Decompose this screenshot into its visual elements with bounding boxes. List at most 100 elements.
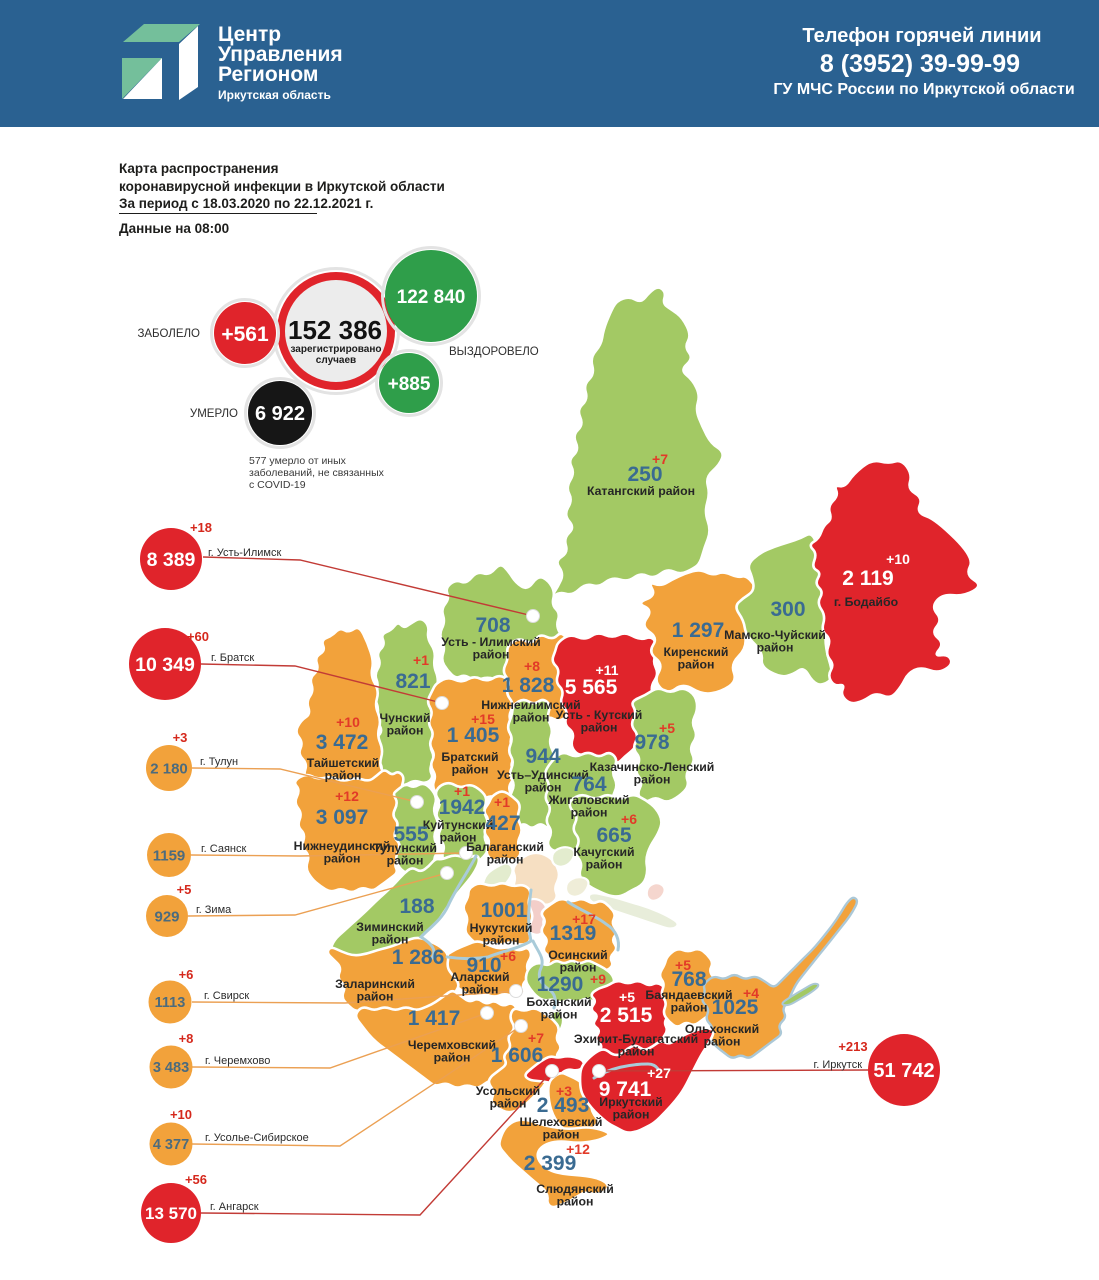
svg-text:г. Усть-Илимск: г. Усть-Илимск bbox=[208, 547, 281, 559]
svg-text:+60: +60 bbox=[187, 629, 209, 644]
svg-text:зарегистрировано: зарегистрировано bbox=[290, 344, 381, 355]
svg-text:1 405: 1 405 bbox=[447, 724, 500, 747]
svg-text:+10: +10 bbox=[170, 1107, 192, 1122]
svg-text:2 399: 2 399 bbox=[524, 1152, 577, 1175]
svg-text:Осинский: Осинский bbox=[548, 948, 608, 962]
svg-text:4 377: 4 377 bbox=[153, 1137, 189, 1153]
svg-text:+561: +561 bbox=[221, 323, 269, 346]
svg-text:район: район bbox=[513, 711, 550, 725]
svg-text:Жигаловский: Жигаловский bbox=[547, 793, 629, 807]
svg-text:ВЫЗДОРОВЕЛО: ВЫЗДОРОВЕЛО bbox=[449, 346, 539, 358]
svg-text:+27: +27 bbox=[647, 1065, 671, 1081]
svg-text:Братский: Братский bbox=[441, 750, 498, 764]
svg-text:Заларинский: Заларинский bbox=[335, 977, 415, 991]
svg-text:1 828: 1 828 bbox=[502, 674, 555, 697]
svg-text:Усть - Илимский: Усть - Илимский bbox=[441, 635, 540, 649]
svg-text:+6: +6 bbox=[621, 811, 637, 827]
svg-text:г. Ангарск: г. Ангарск bbox=[210, 1201, 259, 1213]
svg-text:1290: 1290 bbox=[537, 973, 584, 996]
svg-text:г. Свирск: г. Свирск bbox=[204, 990, 249, 1002]
svg-text:район: район bbox=[543, 1128, 580, 1142]
svg-text:Эхирит-Булагатский: Эхирит-Булагатский bbox=[574, 1032, 698, 1046]
svg-text:район: район bbox=[490, 1097, 527, 1111]
svg-text:Нукутский: Нукутский bbox=[470, 921, 533, 935]
svg-text:1319: 1319 bbox=[550, 922, 597, 945]
svg-text:577 умерло от иных: 577 умерло от иных bbox=[249, 455, 347, 467]
svg-text:665: 665 bbox=[596, 824, 631, 847]
svg-text:район: район bbox=[483, 934, 520, 948]
svg-text:1159: 1159 bbox=[153, 847, 186, 864]
svg-text:2 515: 2 515 bbox=[600, 1004, 653, 1027]
svg-text:Куйтунский: Куйтунский bbox=[423, 818, 494, 832]
svg-text:1113: 1113 bbox=[155, 995, 186, 1011]
svg-text:+6: +6 bbox=[500, 948, 516, 964]
svg-text:Усть–Удинский: Усть–Удинский bbox=[497, 768, 589, 782]
svg-text:10 349: 10 349 bbox=[135, 654, 195, 676]
svg-text:+6: +6 bbox=[179, 967, 194, 982]
svg-text:Баяндаевский: Баяндаевский bbox=[645, 988, 732, 1002]
svg-text:г. Зима: г. Зима bbox=[196, 904, 232, 916]
svg-text:51 742: 51 742 bbox=[873, 1060, 934, 1082]
svg-text:район: район bbox=[387, 724, 424, 738]
svg-text:ГУ МЧС России по Иркутской обл: ГУ МЧС России по Иркутской области bbox=[773, 81, 1074, 98]
svg-text:188: 188 bbox=[399, 895, 434, 918]
svg-text:+5: +5 bbox=[659, 720, 675, 736]
svg-text:+1: +1 bbox=[454, 783, 470, 799]
svg-text:Ольхонский: Ольхонский bbox=[685, 1022, 759, 1036]
svg-text:г. Черемхово: г. Черемхово bbox=[205, 1055, 270, 1067]
svg-text:+10: +10 bbox=[336, 714, 360, 730]
svg-text:г. Саянск: г. Саянск bbox=[201, 843, 246, 855]
svg-text:708: 708 bbox=[475, 614, 510, 637]
svg-text:122 840: 122 840 bbox=[397, 287, 466, 308]
svg-text:район: район bbox=[586, 858, 623, 872]
svg-text:5 565: 5 565 bbox=[565, 676, 618, 699]
svg-text:8 (3952) 39-99-99: 8 (3952) 39-99-99 bbox=[820, 50, 1020, 78]
svg-text:Боханский: Боханский bbox=[526, 995, 591, 1009]
svg-text:1 297: 1 297 bbox=[672, 619, 725, 642]
svg-text:Центр: Центр bbox=[218, 23, 281, 46]
svg-text:+9: +9 bbox=[590, 971, 606, 987]
svg-text:3 472: 3 472 bbox=[316, 731, 369, 754]
svg-text:Телефон горячей линии: Телефон горячей линии bbox=[802, 25, 1041, 47]
svg-text:Качугский: Качугский bbox=[573, 845, 634, 859]
svg-text:768: 768 bbox=[671, 968, 706, 991]
svg-text:район: район bbox=[357, 990, 394, 1004]
svg-text:Усть - Кутский: Усть - Кутский bbox=[556, 708, 643, 722]
svg-text:район: район bbox=[462, 983, 499, 997]
svg-text:764: 764 bbox=[571, 773, 606, 796]
svg-text:+8: +8 bbox=[524, 658, 540, 674]
svg-text:случаев: случаев bbox=[316, 355, 356, 366]
svg-text:Усольский: Усольский bbox=[476, 1084, 540, 1098]
svg-text:2 493: 2 493 bbox=[537, 1094, 590, 1117]
svg-text:район: район bbox=[618, 1045, 655, 1059]
svg-text:1025: 1025 bbox=[712, 996, 759, 1019]
svg-text:Слюдянский: Слюдянский bbox=[536, 1182, 614, 1196]
svg-text:г. Усолье-Сибирское: г. Усолье-Сибирское bbox=[205, 1132, 309, 1144]
svg-text:821: 821 bbox=[395, 670, 430, 693]
svg-text:г. Иркутск: г. Иркутск bbox=[814, 1059, 863, 1071]
svg-text:Тайшетский: Тайшетский bbox=[307, 756, 380, 770]
svg-text:1 417: 1 417 bbox=[408, 1007, 461, 1030]
svg-text:Чунский: Чунский bbox=[379, 711, 430, 725]
svg-text:6 922: 6 922 bbox=[255, 403, 305, 425]
svg-text:+1: +1 bbox=[413, 652, 429, 668]
svg-text:г. Тулун: г. Тулун bbox=[200, 756, 238, 768]
svg-text:УМЕРЛО: УМЕРЛО bbox=[190, 408, 238, 420]
svg-text:152 386: 152 386 bbox=[288, 315, 382, 345]
svg-text:3 097: 3 097 bbox=[316, 806, 369, 829]
svg-text:район: район bbox=[560, 961, 597, 975]
svg-text:район: район bbox=[541, 1008, 578, 1022]
svg-text:+8: +8 bbox=[179, 1031, 194, 1046]
svg-text:+11: +11 bbox=[596, 662, 619, 678]
svg-text:+7: +7 bbox=[652, 451, 668, 467]
svg-text:+5: +5 bbox=[675, 957, 691, 973]
svg-text:+15: +15 bbox=[471, 711, 495, 727]
svg-text:+213: +213 bbox=[838, 1039, 867, 1054]
svg-text:район: район bbox=[757, 641, 794, 655]
svg-text:район: район bbox=[704, 1035, 741, 1049]
svg-text:3 483: 3 483 bbox=[153, 1060, 189, 1076]
svg-text:заболеваний, не связанных: заболеваний, не связанных bbox=[249, 467, 385, 479]
svg-text:+18: +18 bbox=[190, 520, 212, 535]
svg-text:1942: 1942 bbox=[439, 796, 486, 819]
svg-text:+3: +3 bbox=[556, 1083, 572, 1099]
